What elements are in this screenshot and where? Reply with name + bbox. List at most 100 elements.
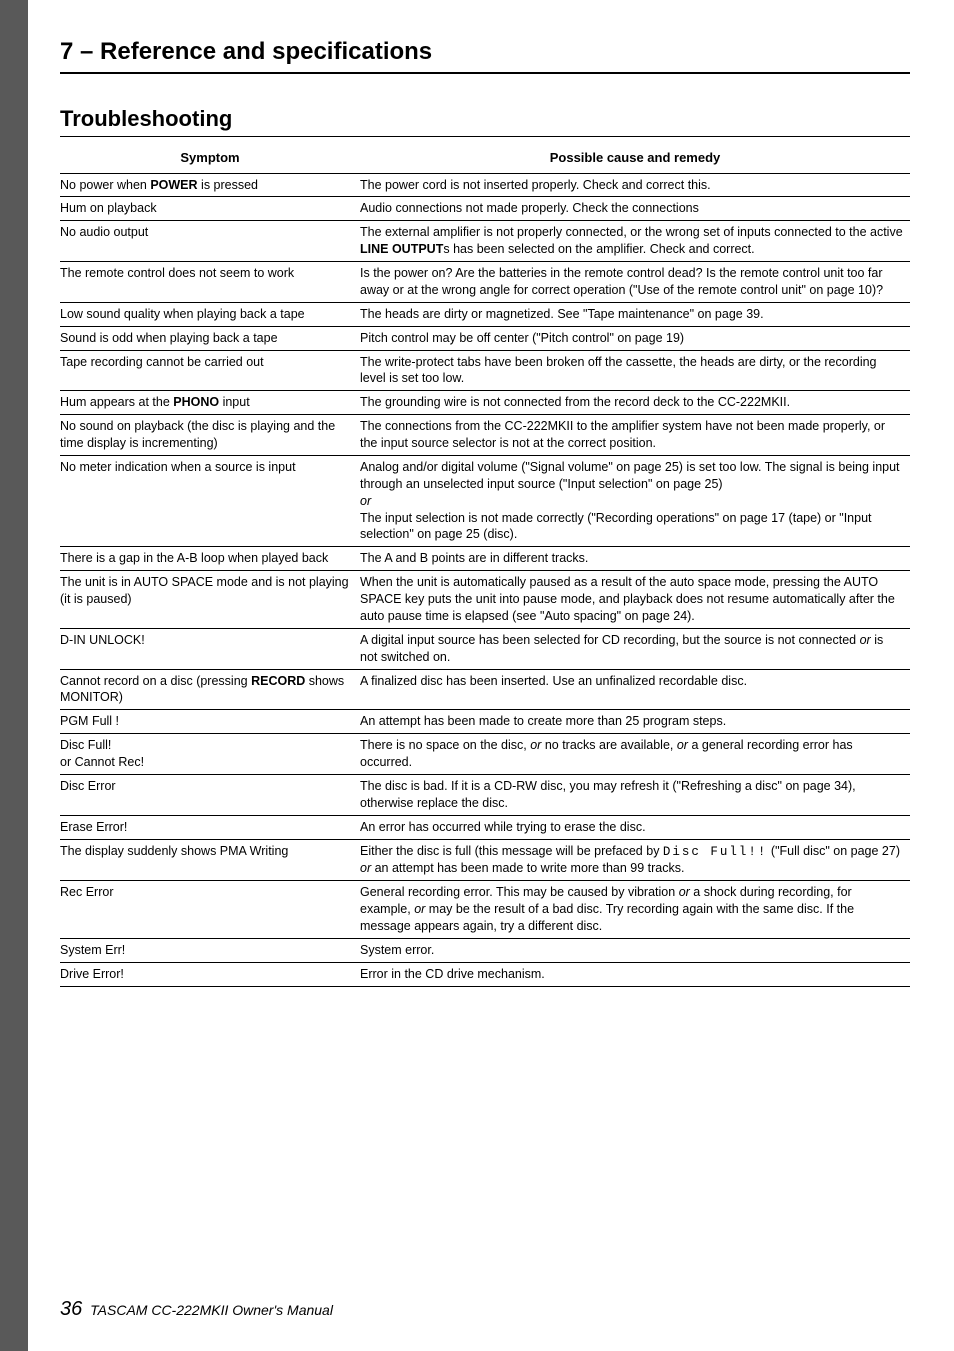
text-italic: or xyxy=(360,861,371,875)
subsection-title: Troubleshooting xyxy=(60,106,910,137)
page-footer: 36 TASCAM CC-222MKII Owner's Manual xyxy=(60,1298,333,1321)
remedy-cell: A finalized disc has been inserted. Use … xyxy=(360,669,910,710)
text: may be the result of a bad disc. Try rec… xyxy=(360,902,854,933)
text-italic: or xyxy=(414,902,425,916)
text-italic: or xyxy=(679,885,690,899)
text-bold: PHONO xyxy=(173,395,219,409)
text: Disc Full! xyxy=(60,738,111,752)
page: 7 – Reference and specifications Trouble… xyxy=(0,0,954,1351)
symptom-cell: The remote control does not seem to work xyxy=(60,262,360,303)
table-row: The display suddenly shows PMA Writing E… xyxy=(60,839,910,881)
text: Hum appears at the xyxy=(60,395,173,409)
remedy-cell: Is the power on? Are the batteries in th… xyxy=(360,262,910,303)
text-bold: POWER xyxy=(150,178,197,192)
text: input xyxy=(219,395,250,409)
remedy-cell: The A and B points are in different trac… xyxy=(360,547,910,571)
table-row: The unit is in AUTO SPACE mode and is no… xyxy=(60,571,910,629)
symptom-cell: The display suddenly shows PMA Writing xyxy=(60,839,360,881)
table-header-row: Symptom Possible cause and remedy xyxy=(60,145,910,173)
table-row: Hum appears at the PHONO input The groun… xyxy=(60,391,910,415)
remedy-cell: The disc is bad. If it is a CD-RW disc, … xyxy=(360,774,910,815)
table-row: Cannot record on a disc (pressing RECORD… xyxy=(60,669,910,710)
text: The input selection is not made correctl… xyxy=(360,511,872,542)
text: The external amplifier is not properly c… xyxy=(360,225,903,239)
table-row: No power when POWER is pressed The power… xyxy=(60,173,910,197)
table-row: Disc Full! or Cannot Rec! There is no sp… xyxy=(60,734,910,775)
symptom-cell: The unit is in AUTO SPACE mode and is no… xyxy=(60,571,360,629)
symptom-cell: Hum appears at the PHONO input xyxy=(60,391,360,415)
table-row: Rec Error General recording error. This … xyxy=(60,881,910,939)
page-number: 36 xyxy=(60,1298,82,1320)
symptom-cell: System Err! xyxy=(60,938,360,962)
troubleshooting-table: Symptom Possible cause and remedy No pow… xyxy=(60,145,910,987)
page-content: 7 – Reference and specifications Trouble… xyxy=(60,38,910,987)
table-row: System Err! System error. xyxy=(60,938,910,962)
remedy-cell: Analog and/or digital volume ("Signal vo… xyxy=(360,455,910,546)
remedy-cell: Either the disc is full (this message wi… xyxy=(360,839,910,881)
remedy-cell: The external amplifier is not properly c… xyxy=(360,221,910,262)
text: Analog and/or digital volume ("Signal vo… xyxy=(360,460,900,491)
col-header-symptom: Symptom xyxy=(60,145,360,173)
section-header: 7 – Reference and specifications xyxy=(60,38,910,74)
remedy-cell: System error. xyxy=(360,938,910,962)
remedy-cell: There is no space on the disc, or no tra… xyxy=(360,734,910,775)
table-row: No sound on playback (the disc is playin… xyxy=(60,415,910,456)
text: is pressed xyxy=(198,178,258,192)
remedy-cell: When the unit is automatically paused as… xyxy=(360,571,910,629)
remedy-cell: The write-protect tabs have been broken … xyxy=(360,350,910,391)
text-mono: Disc Full!! xyxy=(663,845,768,859)
remedy-cell: Audio connections not made properly. Che… xyxy=(360,197,910,221)
text-italic: or xyxy=(677,738,688,752)
symptom-cell: Rec Error xyxy=(60,881,360,939)
text: or Cannot Rec! xyxy=(60,755,144,769)
symptom-cell: Low sound quality when playing back a ta… xyxy=(60,302,360,326)
text: Cannot record on a disc (pressing xyxy=(60,674,251,688)
text-italic: or xyxy=(860,633,871,647)
symptom-cell: Sound is odd when playing back a tape xyxy=(60,326,360,350)
remedy-cell: An attempt has been made to create more … xyxy=(360,710,910,734)
symptom-cell: No meter indication when a source is inp… xyxy=(60,455,360,546)
remedy-cell: An error has occurred while trying to er… xyxy=(360,815,910,839)
table-row: PGM Full ! An attempt has been made to c… xyxy=(60,710,910,734)
footer-text: TASCAM CC-222MKII Owner's Manual xyxy=(90,1302,333,1318)
section-title: 7 – Reference and specifications xyxy=(60,38,910,66)
table-row: Disc Error The disc is bad. If it is a C… xyxy=(60,774,910,815)
symptom-cell: Cannot record on a disc (pressing RECORD… xyxy=(60,669,360,710)
symptom-cell: No power when POWER is pressed xyxy=(60,173,360,197)
text: General recording error. This may be cau… xyxy=(360,885,679,899)
table-row: No audio output The external amplifier i… xyxy=(60,221,910,262)
table-row: Erase Error! An error has occurred while… xyxy=(60,815,910,839)
symptom-cell: Disc Full! or Cannot Rec! xyxy=(60,734,360,775)
text-bold: RECORD xyxy=(251,674,305,688)
symptom-cell: No sound on playback (the disc is playin… xyxy=(60,415,360,456)
text: an attempt has been made to write more t… xyxy=(371,861,684,875)
table-row: The remote control does not seem to work… xyxy=(60,262,910,303)
symptom-cell: Erase Error! xyxy=(60,815,360,839)
text-bold: LINE OUTPUT xyxy=(360,242,443,256)
table-row: Sound is odd when playing back a tape Pi… xyxy=(60,326,910,350)
text: No power when xyxy=(60,178,150,192)
table-row: Hum on playback Audio connections not ma… xyxy=(60,197,910,221)
remedy-cell: The grounding wire is not connected from… xyxy=(360,391,910,415)
text: s has been selected on the amplifier. Ch… xyxy=(443,242,754,256)
text: no tracks are available, xyxy=(541,738,677,752)
remedy-cell: Pitch control may be off center ("Pitch … xyxy=(360,326,910,350)
col-header-remedy: Possible cause and remedy xyxy=(360,145,910,173)
remedy-cell: The connections from the CC-222MKII to t… xyxy=(360,415,910,456)
remedy-cell: Error in the CD drive mechanism. xyxy=(360,962,910,986)
symptom-cell: Tape recording cannot be carried out xyxy=(60,350,360,391)
table-row: No meter indication when a source is inp… xyxy=(60,455,910,546)
text-italic: or xyxy=(360,494,371,508)
symptom-cell: D-IN UNLOCK! xyxy=(60,628,360,669)
table-row: There is a gap in the A-B loop when play… xyxy=(60,547,910,571)
symptom-cell: Hum on playback xyxy=(60,197,360,221)
symptom-cell: PGM Full ! xyxy=(60,710,360,734)
remedy-cell: The power cord is not inserted properly.… xyxy=(360,173,910,197)
text: Either the disc is full (this message wi… xyxy=(360,844,663,858)
table-row: Tape recording cannot be carried out The… xyxy=(60,350,910,391)
table-row: Drive Error! Error in the CD drive mecha… xyxy=(60,962,910,986)
symptom-cell: Drive Error! xyxy=(60,962,360,986)
table-row: D-IN UNLOCK! A digital input source has … xyxy=(60,628,910,669)
text: A digital input source has been selected… xyxy=(360,633,860,647)
remedy-cell: The heads are dirty or magnetized. See "… xyxy=(360,302,910,326)
